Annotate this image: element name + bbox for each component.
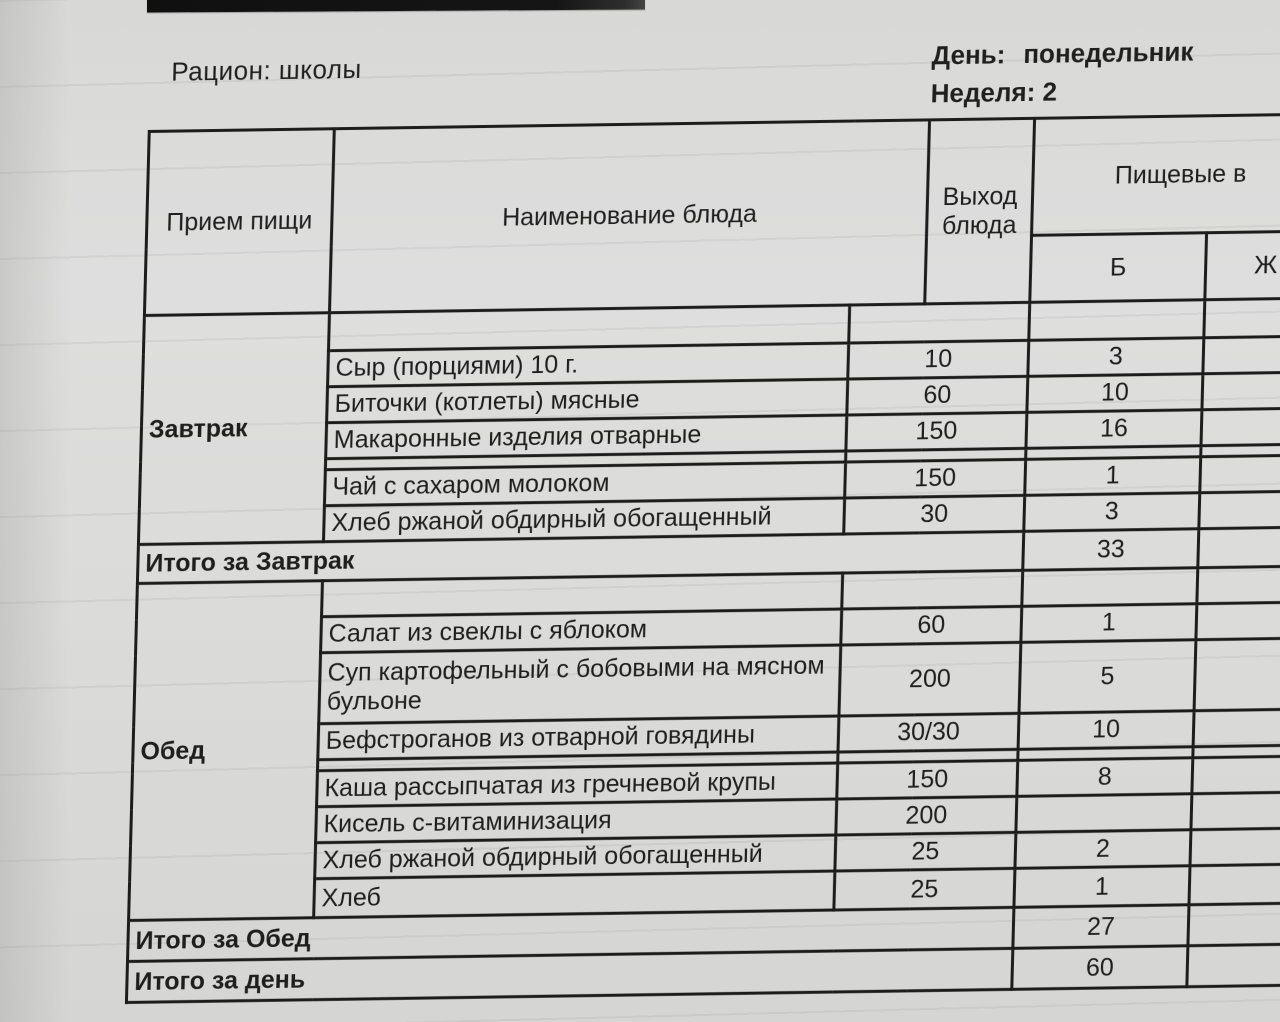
fat-cell bbox=[1190, 791, 1280, 830]
fat-cell bbox=[1196, 565, 1280, 604]
fat-cell bbox=[1190, 827, 1280, 866]
protein-cell: 2 bbox=[1014, 829, 1191, 869]
fat-cell bbox=[1201, 371, 1280, 410]
fat-cell bbox=[1195, 601, 1280, 640]
day-line: День: понедельник bbox=[931, 34, 1194, 76]
meal-section-breakfast: Завтрак bbox=[138, 312, 330, 545]
ration-label: Рацион: школы bbox=[170, 53, 363, 87]
meal-section-lunch: Обед bbox=[128, 580, 323, 921]
header-protein-col: Б bbox=[1029, 232, 1207, 303]
fat-cell bbox=[1193, 708, 1280, 747]
day-week-block: День: понедельник Неделя: 2 bbox=[930, 34, 1194, 113]
protein-cell: 1 bbox=[1024, 456, 1201, 496]
output-cell: 60 bbox=[846, 376, 1028, 416]
fat-cell bbox=[1203, 297, 1280, 338]
protein-cell: 8 bbox=[1016, 757, 1193, 797]
protein-cell: 10 bbox=[1026, 373, 1203, 413]
protein-cell bbox=[1028, 299, 1205, 341]
top-dark-bar bbox=[147, 0, 645, 13]
protein-cell bbox=[1021, 567, 1198, 607]
output-cell: 150 bbox=[836, 760, 1018, 800]
header-output: Выход блюда bbox=[924, 118, 1035, 304]
day-total-protein: 60 bbox=[1011, 945, 1188, 990]
fat-cell bbox=[1199, 454, 1280, 493]
output-cell bbox=[841, 570, 1023, 610]
output-cell: 200 bbox=[838, 642, 1021, 717]
header-dish: Наименование блюда bbox=[329, 119, 930, 313]
protein-cell: 16 bbox=[1025, 409, 1202, 449]
output-cell: 30/30 bbox=[837, 713, 1020, 753]
output-cell bbox=[848, 302, 1030, 344]
protein-cell: 1 bbox=[1013, 865, 1191, 908]
fat-cell bbox=[1186, 943, 1280, 987]
lunch-total-protein: 27 bbox=[1012, 904, 1190, 949]
output-cell: 60 bbox=[840, 606, 1022, 646]
fat-cell bbox=[1202, 335, 1280, 374]
dish-cell: Суп картофельный с бобовыми на мясном бу… bbox=[318, 645, 841, 724]
title-row: Рацион: школы День: понедельник Неделя: 2 bbox=[148, 27, 1280, 130]
output-cell: 150 bbox=[845, 412, 1027, 452]
day-value: понедельник bbox=[1023, 36, 1194, 70]
protein-cell bbox=[1015, 793, 1192, 833]
output-cell: 25 bbox=[834, 832, 1016, 872]
fat-cell bbox=[1197, 526, 1280, 568]
fat-cell bbox=[1191, 755, 1280, 794]
protein-cell: 10 bbox=[1018, 710, 1195, 750]
protein-cell: 3 bbox=[1027, 337, 1204, 377]
document-page: Рацион: школы День: понедельник Неделя: 2… bbox=[125, 27, 1280, 1004]
fat-cell bbox=[1187, 902, 1280, 946]
header-fat-col: Ж bbox=[1204, 230, 1280, 300]
fat-cell bbox=[1189, 863, 1280, 905]
menu-table: Прием пищи Наименование блюда Выход блюд… bbox=[125, 112, 1280, 1004]
output-cell: 10 bbox=[847, 340, 1029, 380]
output-cell: 30 bbox=[843, 495, 1025, 535]
protein-cell: 3 bbox=[1023, 492, 1200, 532]
header-nutrients: Пищевые в bbox=[1031, 113, 1280, 236]
day-label: День: bbox=[931, 39, 1006, 71]
header-row-top: Прием пищи Наименование блюда Выход блюд… bbox=[144, 113, 1280, 316]
protein-cell: 1 bbox=[1020, 603, 1197, 643]
output-cell: 25 bbox=[833, 868, 1015, 911]
output-cell: 150 bbox=[844, 459, 1026, 499]
fat-cell bbox=[1194, 637, 1280, 711]
fat-cell bbox=[1201, 407, 1280, 446]
week-label: Неделя: 2 bbox=[930, 76, 1058, 109]
header-meal: Прием пищи bbox=[144, 128, 335, 316]
breakfast-total-protein: 33 bbox=[1022, 528, 1199, 571]
fat-cell bbox=[1198, 490, 1280, 529]
output-cell: 200 bbox=[835, 796, 1017, 836]
protein-cell: 5 bbox=[1019, 639, 1196, 714]
